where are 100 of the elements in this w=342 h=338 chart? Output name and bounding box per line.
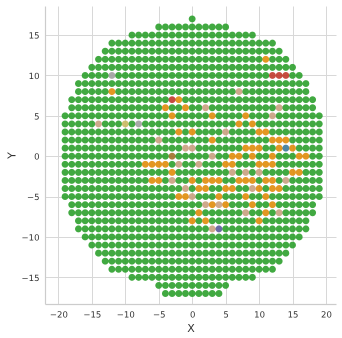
point: [268, 209, 276, 216]
point: [182, 152, 189, 160]
point: [115, 185, 122, 192]
point: [74, 80, 82, 87]
point: [175, 120, 182, 128]
point: [115, 64, 122, 71]
point: [62, 136, 69, 144]
point: [155, 209, 162, 216]
point: [296, 136, 303, 144]
point: [262, 48, 270, 55]
point: [236, 185, 242, 192]
point: [108, 80, 116, 87]
point: [228, 144, 236, 152]
point: [202, 282, 210, 289]
point: [128, 266, 136, 273]
point: [142, 120, 149, 128]
point: [268, 266, 276, 273]
point: [68, 136, 76, 144]
point: [182, 24, 189, 30]
point: [102, 242, 109, 249]
point: [82, 193, 89, 200]
point: [95, 88, 102, 96]
point: [256, 258, 263, 265]
point: [256, 56, 263, 63]
point: [148, 217, 156, 224]
point: [262, 104, 270, 112]
y-tick-label: 0: [34, 152, 40, 163]
point: [316, 144, 323, 152]
point: [168, 290, 176, 297]
point: [228, 80, 236, 87]
point: [242, 56, 250, 63]
point: [168, 217, 176, 224]
point: [175, 250, 182, 257]
point: [128, 193, 136, 200]
point: [108, 266, 116, 273]
point: [236, 160, 242, 168]
point: [289, 64, 296, 71]
point: [236, 258, 242, 265]
point: [162, 234, 169, 240]
point: [268, 64, 276, 71]
point: [296, 193, 303, 200]
point: [195, 152, 202, 160]
point: [182, 96, 189, 104]
point: [282, 160, 290, 168]
point: [208, 193, 216, 200]
point: [215, 160, 222, 168]
point: [68, 144, 76, 152]
point: [195, 290, 202, 297]
point: [236, 80, 242, 87]
point: [242, 64, 250, 71]
point: [215, 168, 222, 176]
point: [208, 56, 216, 63]
y-tick-label: 5: [34, 112, 40, 122]
point: [208, 40, 216, 47]
point: [95, 201, 102, 208]
point: [62, 193, 69, 200]
point: [188, 160, 196, 168]
point: [282, 72, 290, 79]
point: [175, 160, 182, 168]
point: [88, 64, 96, 71]
point: [276, 209, 283, 216]
y-tick-label: −10: [22, 233, 40, 244]
point: [168, 193, 176, 200]
point: [262, 266, 270, 273]
point: [296, 160, 303, 168]
y-axis-title: Y: [6, 152, 19, 160]
point: [228, 136, 236, 144]
point: [195, 32, 202, 39]
point: [162, 274, 169, 281]
point: [242, 72, 250, 79]
point: [122, 168, 129, 176]
point: [162, 266, 169, 273]
point: [208, 128, 216, 136]
point: [208, 282, 216, 289]
point: [108, 193, 116, 200]
point: [248, 112, 256, 120]
point: [128, 160, 136, 168]
point: [208, 160, 216, 168]
point: [236, 48, 242, 55]
point: [236, 88, 242, 96]
point: [256, 80, 263, 87]
point: [236, 40, 242, 47]
point: [142, 176, 149, 184]
point: [128, 176, 136, 184]
point: [148, 40, 156, 47]
point: [242, 80, 250, 87]
point: [115, 152, 122, 160]
point: [122, 64, 129, 71]
point: [115, 112, 122, 120]
point: [148, 258, 156, 265]
point: [195, 176, 202, 184]
point: [135, 40, 142, 47]
point: [95, 225, 102, 232]
point: [135, 56, 142, 63]
point: [82, 176, 89, 184]
point: [95, 112, 102, 120]
point: [155, 112, 162, 120]
point: [222, 104, 230, 112]
point: [182, 32, 189, 39]
point: [195, 40, 202, 47]
